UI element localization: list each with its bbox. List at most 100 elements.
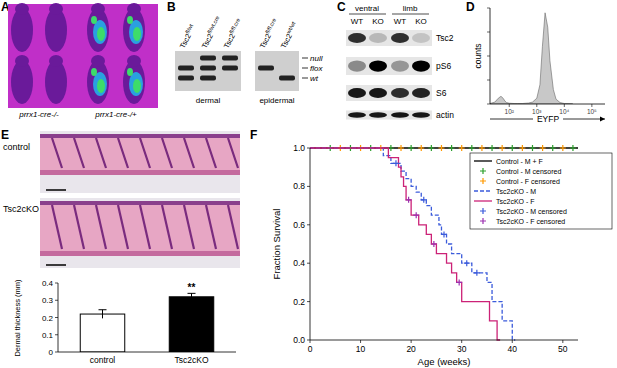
blot-band (369, 88, 387, 98)
x-tick-label: control (90, 355, 116, 365)
blot-strip (346, 85, 432, 101)
censored-marker (456, 279, 462, 285)
x-axis-label: EYFP (537, 114, 560, 124)
axis-arrowhead (600, 117, 605, 122)
band-label: flox (310, 64, 323, 73)
gel-band (200, 66, 216, 71)
panel-label: C (337, 0, 346, 14)
censored-marker (449, 145, 455, 151)
x-tick (564, 104, 565, 107)
lane-label: Tsc2fl/fl.cre (257, 17, 281, 50)
legend-label: Tsc2cKO - F censored (496, 218, 565, 225)
gel-band (222, 56, 238, 61)
y-tick (55, 317, 58, 318)
panel-label: E (1, 128, 9, 142)
group-label: epidermal (259, 96, 294, 105)
x-tick-label: 10 (356, 344, 366, 354)
censored-marker (459, 145, 465, 151)
hair-follicle (96, 205, 106, 249)
bar (80, 314, 125, 352)
x-tick-label: 50 (558, 344, 568, 354)
y-tick-label: 0.4 (293, 258, 305, 268)
hair-follicle (140, 205, 150, 249)
gel-band (200, 56, 216, 61)
blot-strip (346, 111, 432, 120)
blot-band (369, 33, 387, 43)
band-label: wt (310, 74, 319, 83)
y-tick-label: 0.1 (42, 331, 54, 340)
censored-marker (499, 145, 505, 151)
figure: Aprrx1-cre-/-prrx1-cre-/+BTsc2fl/wtTsc2f… (0, 0, 617, 368)
hair-follicle (228, 205, 238, 249)
legend-symbol (480, 208, 486, 214)
censored-marker (529, 145, 535, 151)
mouse-head (15, 3, 29, 15)
legend-symbol (480, 178, 486, 184)
gel-band (200, 76, 216, 81)
x-tick-label: 30 (457, 344, 467, 354)
legend-symbol (474, 190, 492, 191)
signal (133, 79, 141, 93)
image-label: control (3, 142, 30, 152)
x-axis (310, 340, 578, 341)
signal (133, 27, 141, 41)
epidermis (40, 201, 240, 205)
y-tick (307, 148, 310, 149)
censored-marker (441, 231, 447, 237)
lane-label: WT (394, 17, 407, 26)
row-label: actin (436, 110, 454, 120)
y-tick (487, 8, 490, 9)
y-tick (487, 80, 490, 81)
dermis (40, 138, 240, 170)
muscle-layer (40, 170, 240, 175)
error-bar (99, 310, 107, 319)
plot-area (310, 145, 578, 340)
signal (127, 68, 133, 76)
gel (255, 51, 299, 91)
lane-label-sup: fl/fl.cre (228, 17, 241, 34)
y-tick-label: 0.3 (42, 296, 54, 305)
y-tick-label: 0.4 (42, 279, 54, 288)
legend-symbol (474, 200, 492, 201)
legend-label: Tsc2cKO - M censored (496, 208, 567, 215)
x-tick (509, 104, 510, 107)
row-label: S6 (436, 88, 447, 98)
y-tick-label: 0 (49, 348, 54, 357)
legend-symbol (474, 160, 492, 161)
bar (169, 297, 214, 352)
panel-label: B (167, 0, 176, 14)
lane-label-base: Tsc2 (200, 32, 215, 50)
x-tick-label: 40 (508, 344, 518, 354)
censored-marker (469, 145, 475, 151)
imaging-background (8, 4, 158, 108)
x-tick (562, 340, 563, 343)
censored-marker (431, 241, 437, 247)
x-tick (591, 104, 592, 107)
gel-band (178, 66, 194, 71)
censored-marker (406, 197, 412, 203)
lane-label: Tsc2wt/wt (278, 20, 300, 50)
censored-marker (540, 145, 546, 151)
histology-cko (40, 198, 240, 268)
legend-label: Control - M + F (496, 158, 543, 165)
x-tick (411, 340, 412, 343)
y-tick (55, 283, 58, 284)
blot-strip (346, 30, 432, 46)
gel-band (258, 66, 274, 71)
x-tick-label: 10² (505, 108, 515, 115)
legend-symbol (480, 168, 486, 174)
y-tick (55, 352, 58, 353)
mouse-head (91, 3, 105, 15)
censored-marker (479, 145, 485, 151)
x-tick-label: 10⁴ (559, 108, 569, 115)
censored-marker (398, 145, 404, 151)
epidermis (40, 134, 240, 138)
gel (175, 51, 241, 91)
lane-label: Tsc2fl/fl.cre (221, 17, 245, 50)
signal (91, 68, 97, 76)
hair-follicle (206, 138, 216, 168)
plot-area (80, 293, 214, 352)
legend-box (470, 153, 612, 229)
censored-marker (509, 145, 515, 151)
x-tick (360, 340, 361, 343)
